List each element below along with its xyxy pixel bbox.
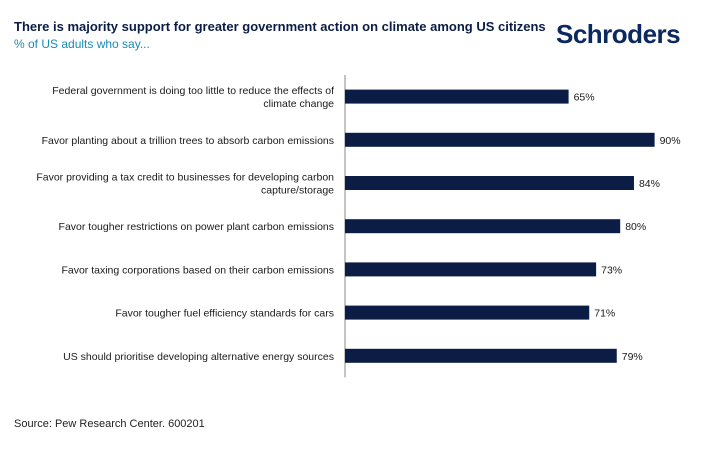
value-label-6: 79%: [622, 351, 643, 363]
chart-subtitle: % of US adults who say...: [14, 37, 150, 51]
category-label-0: Federal government is doing too little t…: [52, 85, 334, 110]
category-label-1: Favor planting about a trillion trees to…: [42, 135, 334, 147]
value-label-5: 71%: [594, 308, 615, 320]
bar-2: [345, 176, 634, 190]
value-label-0: 65%: [574, 92, 595, 104]
value-label-4: 73%: [601, 264, 622, 276]
value-label-1: 90%: [660, 135, 681, 147]
category-label-2: Favor providing a tax credit to business…: [36, 172, 334, 197]
bar-3: [345, 219, 621, 234]
chart-title: There is majority support for greater go…: [14, 19, 546, 34]
category-label-4: Favor taxing corporations based on their…: [61, 264, 334, 276]
bar-0: [345, 89, 569, 104]
bar-5: [345, 305, 590, 320]
category-label-6: US should prioritise developing alternat…: [63, 351, 334, 363]
value-label-2: 84%: [639, 178, 660, 190]
bar-6: [345, 348, 617, 363]
value-label-3: 80%: [625, 221, 646, 233]
bar-4: [345, 262, 597, 277]
category-label-5: Favor tougher fuel efficiency standards …: [115, 308, 334, 320]
category-label-3: Favor tougher restrictions on power plan…: [59, 221, 334, 233]
source-note: Source: Pew Research Center. 600201: [14, 418, 205, 430]
bar-1: [345, 132, 655, 147]
schroders-logo: Schroders: [556, 19, 681, 49]
